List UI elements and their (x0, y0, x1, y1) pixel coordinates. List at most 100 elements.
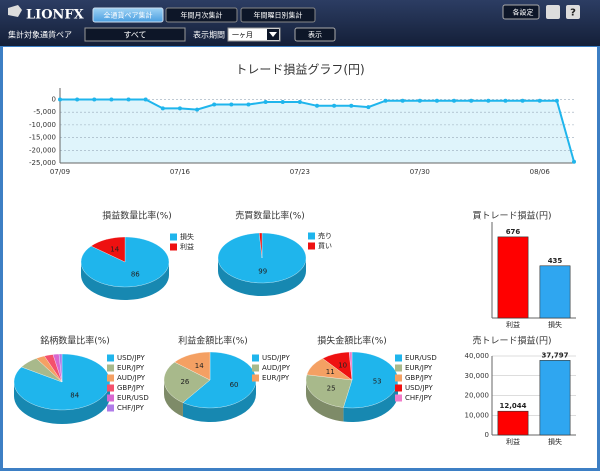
legend-swatch (107, 374, 114, 382)
pie-slice (305, 374, 353, 408)
pair-value[interactable]: すべて (123, 31, 146, 40)
logo-icon (8, 5, 22, 17)
data-label: 10 (338, 362, 347, 370)
legend-swatch (252, 354, 259, 362)
x-tick-label: 利益 (506, 437, 520, 446)
y-tick-label: 30,000 (465, 372, 490, 380)
point (246, 102, 251, 107)
point (469, 98, 474, 103)
legend-swatch (308, 232, 315, 240)
legend-swatch (252, 364, 259, 372)
legend-swatch (308, 242, 315, 250)
legend-swatch (395, 384, 402, 392)
pie-side (182, 380, 256, 422)
y-tick-label: 10,000 (465, 411, 490, 419)
legend-label: CHF/JPY (405, 394, 433, 402)
point (92, 97, 97, 102)
chart-title: 利益金額比率(%) (178, 335, 248, 347)
point (195, 107, 200, 112)
data-label: 60 (230, 381, 239, 389)
data-label: 86 (131, 270, 140, 278)
legend-label: 利益 (180, 242, 194, 251)
tab[interactable] (92, 7, 164, 23)
chart-title: 売買数量比率(%) (235, 210, 305, 222)
tab[interactable] (165, 7, 238, 23)
legend-label: EUR/JPY (117, 364, 145, 372)
data-label: 435 (548, 257, 563, 265)
data-label: 14 (110, 246, 119, 254)
dropdown-arrow (269, 32, 277, 37)
help-label[interactable]: ? (570, 8, 576, 19)
legend-label: GBP/JPY (405, 374, 433, 382)
submit-label[interactable]: 表示 (308, 30, 322, 39)
submit-button[interactable] (294, 27, 336, 42)
pie-slice (182, 351, 257, 409)
chart-title: 損失金額比率(%) (317, 335, 387, 347)
legend-label: EUR/USD (405, 354, 437, 362)
y-tick-label: 20,000 (465, 392, 490, 400)
pie-side (164, 380, 183, 417)
legend-swatch (395, 364, 402, 372)
tab-label[interactable]: 全通貨ペア集計 (104, 11, 153, 20)
legend-swatch (107, 404, 114, 412)
point (572, 159, 576, 164)
settings-label[interactable]: 各設定 (513, 8, 534, 17)
data-label: 11 (326, 368, 335, 376)
pie-slice (163, 361, 211, 403)
point (366, 105, 371, 110)
x-tick-label: 08/06 (530, 168, 551, 176)
data-label: 99 (258, 268, 267, 276)
data-label: 84 (70, 391, 79, 399)
point (400, 98, 405, 103)
legend-label: USD/JPY (262, 354, 290, 362)
point (486, 98, 491, 103)
legend-swatch (107, 394, 114, 402)
pie-slice (58, 353, 63, 383)
point (229, 102, 234, 107)
legend-swatch (170, 233, 177, 241)
chart-title: 買トレード損益(円) (472, 210, 551, 222)
legend-label: AUD/JPY (117, 374, 146, 382)
chart-title: トレード損益グラフ(円) (235, 62, 364, 77)
pair-select[interactable] (84, 27, 186, 42)
pie-side (343, 380, 398, 422)
data-label: 25 (327, 385, 336, 393)
legend-label: 損失 (180, 232, 194, 241)
tab[interactable] (240, 7, 316, 23)
tab-label[interactable]: 年間月次集計 (181, 11, 223, 20)
legend-label: 買い (318, 242, 332, 250)
y-tick-label: -5,000 (33, 108, 56, 116)
legend-swatch (107, 364, 114, 372)
chart-title: 売トレード損益(円) (472, 335, 551, 347)
period-value[interactable]: 一ヶ月 (232, 31, 253, 39)
point (126, 97, 131, 102)
print-icon[interactable] (546, 5, 560, 19)
legend-swatch (395, 354, 402, 362)
point (109, 97, 114, 102)
tab-label[interactable]: 年間曜日別集計 (254, 11, 303, 20)
point (349, 103, 354, 108)
legend-label: CHF/JPY (117, 404, 145, 412)
data-label: 12,044 (499, 402, 526, 410)
point (332, 103, 337, 108)
y-tick-label: -20,000 (29, 146, 56, 154)
point (520, 98, 525, 103)
legend-label: GBP/JPY (117, 384, 145, 392)
legend-swatch (107, 354, 114, 362)
pie-slice (343, 351, 399, 409)
data-label: 14 (195, 362, 204, 370)
y-tick-label: 0 (485, 431, 489, 439)
settings-button[interactable] (502, 4, 540, 20)
help-button[interactable] (566, 5, 580, 19)
area (60, 99, 574, 163)
data-label: 676 (506, 228, 521, 236)
data-label: 26 (180, 378, 189, 386)
point (537, 98, 542, 103)
point (280, 99, 285, 104)
legend-swatch (395, 394, 402, 402)
point (315, 103, 319, 108)
point (160, 106, 165, 111)
y-tick-label: -25,000 (29, 159, 56, 167)
